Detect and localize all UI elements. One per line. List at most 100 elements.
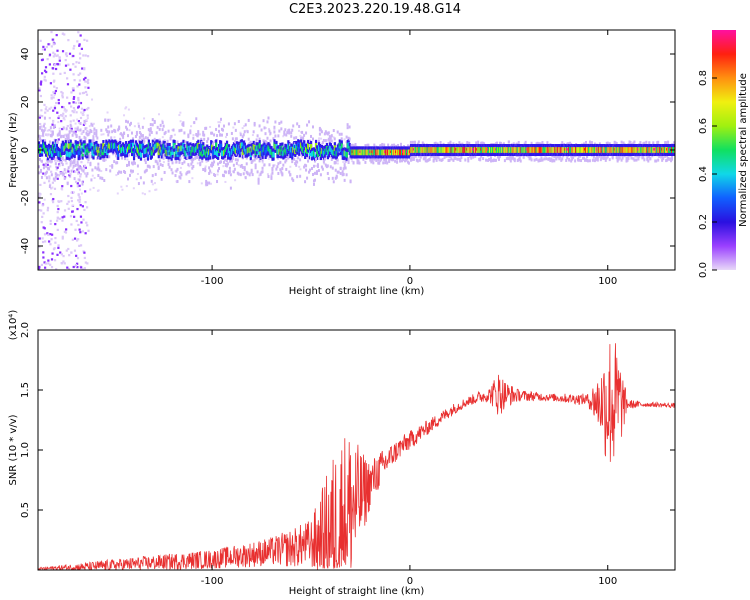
spectral-point [49, 219, 52, 223]
spectral-point [290, 131, 293, 135]
spectral-point [64, 110, 67, 113]
spectral-point [179, 120, 182, 123]
spectral-point [103, 158, 106, 162]
spectral-point [643, 141, 646, 145]
spectral-point [208, 166, 211, 170]
spectral-point [79, 215, 83, 218]
spectral-point [40, 128, 43, 132]
spectral-point [441, 158, 444, 162]
spectral-point [53, 187, 57, 190]
spectral-point [241, 165, 244, 169]
spectral-point [234, 158, 237, 162]
spectral-point [73, 249, 77, 252]
spectral-point [56, 228, 59, 232]
spectral-point [256, 134, 259, 138]
spectral-point [339, 154, 342, 157]
spectral-point [123, 131, 126, 135]
spectral-point [57, 174, 61, 177]
spectral-point [309, 168, 312, 172]
spectral-point [91, 98, 94, 101]
spectral-point [394, 159, 397, 163]
spectral-point [180, 128, 183, 132]
top-x-tick-label: 0 [407, 276, 413, 287]
spectral-point [171, 171, 174, 175]
spectral-point [435, 158, 438, 162]
spectral-point [202, 130, 205, 134]
spectral-point [150, 130, 153, 134]
spectral-point [334, 161, 337, 165]
spectral-point [364, 160, 367, 164]
spectral-point [337, 170, 340, 174]
spectral-point [205, 126, 208, 130]
spectral-point [171, 129, 174, 132]
spectral-point [63, 71, 66, 75]
spectral-point [105, 128, 108, 132]
spectral-point [335, 175, 338, 179]
spectral-point [267, 127, 270, 130]
spectral-point [64, 231, 68, 234]
spectral-point [176, 140, 179, 144]
spectral-point [225, 164, 228, 168]
spectral-point [170, 168, 173, 172]
spectral-point [306, 123, 309, 127]
spectral-point [571, 157, 574, 161]
spectral-point [84, 122, 87, 125]
spectral-point [87, 149, 90, 156]
spectral-point [104, 118, 107, 122]
spectral-point [50, 106, 53, 109]
spectral-point [88, 152, 91, 156]
spectral-point [63, 118, 66, 121]
spectral-point [133, 161, 136, 165]
spectral-point [437, 156, 440, 160]
spectral-point [141, 134, 144, 138]
spectral-point [64, 143, 67, 149]
spectral-point [43, 48, 46, 51]
spectral-point [124, 107, 127, 110]
spectral-point [199, 161, 202, 165]
spectral-point [61, 114, 64, 117]
spectral-point [41, 130, 44, 134]
spectral-point [70, 199, 74, 203]
spectral-point [69, 114, 72, 117]
spectral-point [42, 45, 45, 48]
spectral-point [296, 122, 299, 126]
spectral-point [349, 179, 352, 183]
spectral-point [196, 134, 199, 138]
spectral-point [339, 171, 342, 175]
spectral-point [523, 142, 526, 146]
spectral-point [60, 90, 63, 94]
spectral-point [56, 111, 59, 114]
spectral-point [52, 96, 55, 99]
spectral-point [303, 143, 306, 150]
spectral-point [272, 137, 275, 141]
spectral-point [239, 131, 242, 134]
spectral-point [443, 156, 446, 160]
spectral-point [214, 173, 217, 177]
spectral-point [69, 215, 73, 218]
spectral-point [229, 173, 232, 177]
spectral-point [110, 124, 113, 128]
spectral-point [192, 157, 195, 161]
spectral-point [301, 130, 304, 134]
spectral-point [322, 138, 325, 142]
spectral-point [320, 142, 323, 145]
spectral-point [279, 168, 282, 172]
spectral-point [69, 142, 72, 149]
spectral-point [46, 206, 50, 210]
spectral-point [57, 102, 60, 105]
spectral-point [70, 169, 73, 173]
spectral-point [378, 161, 381, 165]
spectral-point [79, 244, 83, 247]
spectral-point [346, 123, 349, 127]
spectral-point [305, 168, 308, 172]
spectral-point [45, 70, 48, 74]
spectral-point [214, 149, 217, 155]
spectral-point [77, 31, 80, 34]
spectral-point [348, 125, 351, 129]
spectral-point [209, 182, 212, 185]
spectral-point [331, 176, 334, 180]
spectral-point [67, 247, 70, 251]
spectral-point [228, 166, 231, 170]
spectral-point [265, 140, 268, 144]
spectral-point [220, 143, 223, 150]
